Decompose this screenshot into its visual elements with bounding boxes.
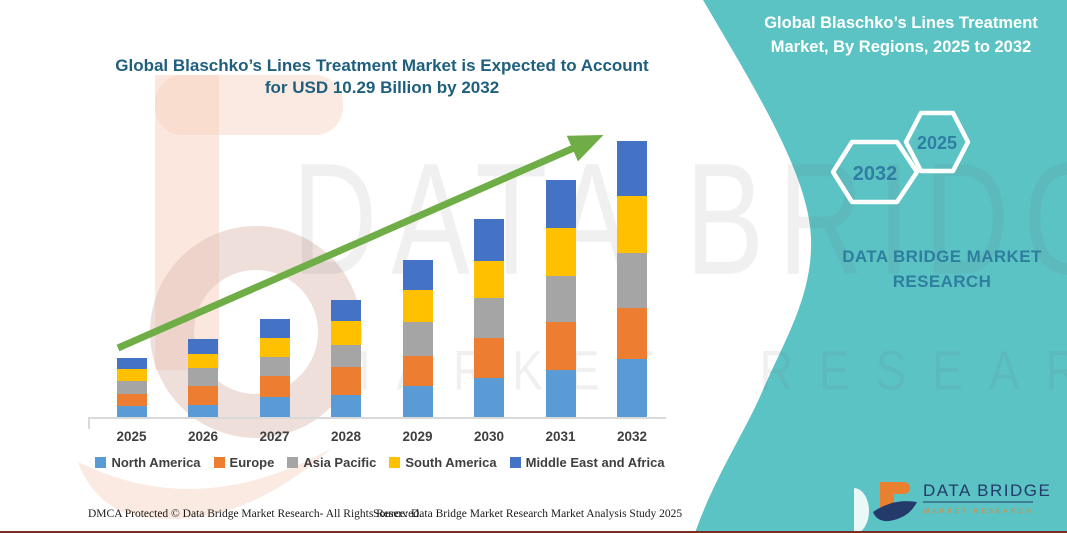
panel-title-line2: Market, By Regions, 2025 to 2032 bbox=[770, 38, 1032, 56]
hexagon-2025 bbox=[903, 110, 971, 174]
segment-south-america-2030 bbox=[474, 260, 504, 299]
x-axis-label-2031: 2031 bbox=[545, 429, 576, 444]
segment-middle-east-and-africa-2025 bbox=[116, 358, 147, 369]
legend-label-south-america: South America bbox=[405, 455, 497, 470]
segment-north-america-2025 bbox=[116, 406, 147, 418]
segment-europe-2030 bbox=[474, 337, 504, 379]
chart-title-line2: for USD 10.29 Billion by 2032 bbox=[264, 78, 500, 97]
legend-item-asia-pacific: Asia Pacific bbox=[287, 455, 376, 470]
legend-item-europe: Europe bbox=[213, 455, 275, 470]
databridge-logo: DATA BRIDGE MARKET RESEARCH bbox=[873, 481, 1051, 522]
x-axis-label-2029: 2029 bbox=[402, 429, 433, 444]
logo-swoosh-icon bbox=[873, 501, 917, 522]
segment-middle-east-and-africa-2028 bbox=[331, 299, 361, 322]
legend-swatch-south-america bbox=[389, 457, 401, 468]
segment-north-america-2026 bbox=[188, 405, 218, 418]
segment-middle-east-and-africa-2027 bbox=[259, 318, 290, 339]
bar-2025 bbox=[116, 358, 147, 418]
segment-asia-pacific-2030 bbox=[474, 298, 504, 338]
segment-south-america-2029 bbox=[402, 289, 433, 322]
segment-asia-pacific-2026 bbox=[188, 368, 218, 387]
segment-south-america-2027 bbox=[259, 338, 290, 358]
x-axis-label-2025: 2025 bbox=[116, 429, 147, 444]
segment-europe-2032 bbox=[617, 307, 647, 360]
segment-europe-2026 bbox=[188, 386, 218, 406]
segment-middle-east-and-africa-2031 bbox=[545, 179, 576, 228]
segment-middle-east-and-africa-2029 bbox=[402, 259, 433, 290]
legend-swatch-middle-east-and-africa bbox=[509, 457, 521, 468]
segment-middle-east-and-africa-2032 bbox=[617, 141, 647, 197]
segment-north-america-2032 bbox=[617, 359, 647, 418]
bar-2028 bbox=[331, 299, 361, 418]
legend-label-europe: Europe bbox=[229, 455, 275, 470]
segment-asia-pacific-2025 bbox=[116, 380, 147, 395]
hexagon-2032 bbox=[830, 139, 920, 205]
bottom-rule bbox=[0, 531, 1067, 533]
segment-europe-2025 bbox=[116, 394, 147, 407]
hexagon-badges: 2025 2032 bbox=[830, 110, 971, 205]
bar-2027 bbox=[259, 318, 290, 418]
segment-middle-east-and-africa-2026 bbox=[188, 338, 218, 355]
panel-brand-line2: RESEARCH bbox=[892, 272, 992, 291]
segment-south-america-2025 bbox=[116, 368, 147, 381]
legend-item-middle-east-and-africa: Middle East and Africa bbox=[509, 455, 665, 470]
footer-source-text: Source: Data Bridge Market Research Mark… bbox=[373, 508, 683, 520]
x-axis-label-2032: 2032 bbox=[616, 429, 648, 444]
x-axis-tick bbox=[88, 417, 90, 429]
segment-north-america-2027 bbox=[259, 396, 290, 418]
segment-asia-pacific-2029 bbox=[402, 321, 433, 356]
legend-item-south-america: South America bbox=[389, 455, 497, 470]
segment-north-america-2028 bbox=[331, 395, 361, 418]
bar-2029 bbox=[402, 259, 433, 418]
legend-swatch-europe bbox=[213, 457, 225, 468]
panel-title: Global Blaschko’s Lines Treatment Market… bbox=[740, 11, 1062, 59]
segment-south-america-2026 bbox=[188, 354, 218, 369]
x-axis-line bbox=[88, 417, 666, 419]
x-axis-label-2027: 2027 bbox=[259, 429, 290, 444]
x-axis-label-2028: 2028 bbox=[330, 429, 362, 444]
segment-asia-pacific-2028 bbox=[331, 345, 361, 367]
logo-subtext: MARKET RESEARCH bbox=[924, 508, 1034, 515]
hexagon-2032-label: 2032 bbox=[853, 163, 898, 185]
segment-europe-2029 bbox=[402, 355, 433, 387]
legend-swatch-north-america bbox=[95, 457, 107, 468]
segment-europe-2028 bbox=[331, 366, 361, 396]
x-axis-label-2026: 2026 bbox=[187, 429, 219, 444]
bar-2031 bbox=[545, 179, 576, 418]
decorative-crescent bbox=[854, 488, 869, 533]
segment-europe-2031 bbox=[545, 321, 576, 371]
segment-south-america-2028 bbox=[331, 321, 361, 346]
legend-item-north-america: North America bbox=[95, 455, 201, 470]
segment-north-america-2031 bbox=[545, 370, 576, 418]
segment-middle-east-and-africa-2030 bbox=[474, 218, 504, 261]
segment-asia-pacific-2027 bbox=[259, 357, 290, 377]
chart-title: Global Blaschko’s Lines Treatment Market… bbox=[92, 55, 672, 99]
hexagon-2025-label: 2025 bbox=[917, 133, 957, 153]
legend: North America Europe Asia Pacific South Ame… bbox=[80, 455, 680, 470]
legend-label-asia-pacific: Asia Pacific bbox=[303, 455, 377, 470]
segment-north-america-2030 bbox=[474, 378, 504, 418]
legend-swatch-asia-pacific bbox=[287, 457, 299, 468]
legend-label-middle-east-and-africa: Middle East and Africa bbox=[525, 455, 665, 470]
segment-asia-pacific-2032 bbox=[617, 252, 647, 308]
x-axis-label-2030: 2030 bbox=[473, 429, 505, 444]
bar-2026 bbox=[188, 338, 218, 418]
panel-brand-line1: DATA BRIDGE MARKET bbox=[842, 247, 1042, 266]
bar-2030 bbox=[474, 218, 504, 418]
panel-title-line1: Global Blaschko’s Lines Treatment bbox=[764, 14, 1038, 32]
segment-asia-pacific-2031 bbox=[545, 276, 576, 322]
segment-north-america-2029 bbox=[402, 386, 433, 418]
chart-title-line1: Global Blaschko’s Lines Treatment Market… bbox=[115, 56, 649, 75]
logo-wordmark: DATA BRIDGE bbox=[923, 481, 1051, 500]
bar-2032 bbox=[617, 141, 647, 418]
segment-south-america-2031 bbox=[545, 227, 576, 277]
segment-europe-2027 bbox=[259, 376, 290, 397]
footer-dmca-text: DMCA Protected © Data Bridge Market Rese… bbox=[88, 508, 422, 520]
legend-label-north-america: North America bbox=[111, 455, 201, 470]
segment-south-america-2032 bbox=[617, 196, 647, 253]
